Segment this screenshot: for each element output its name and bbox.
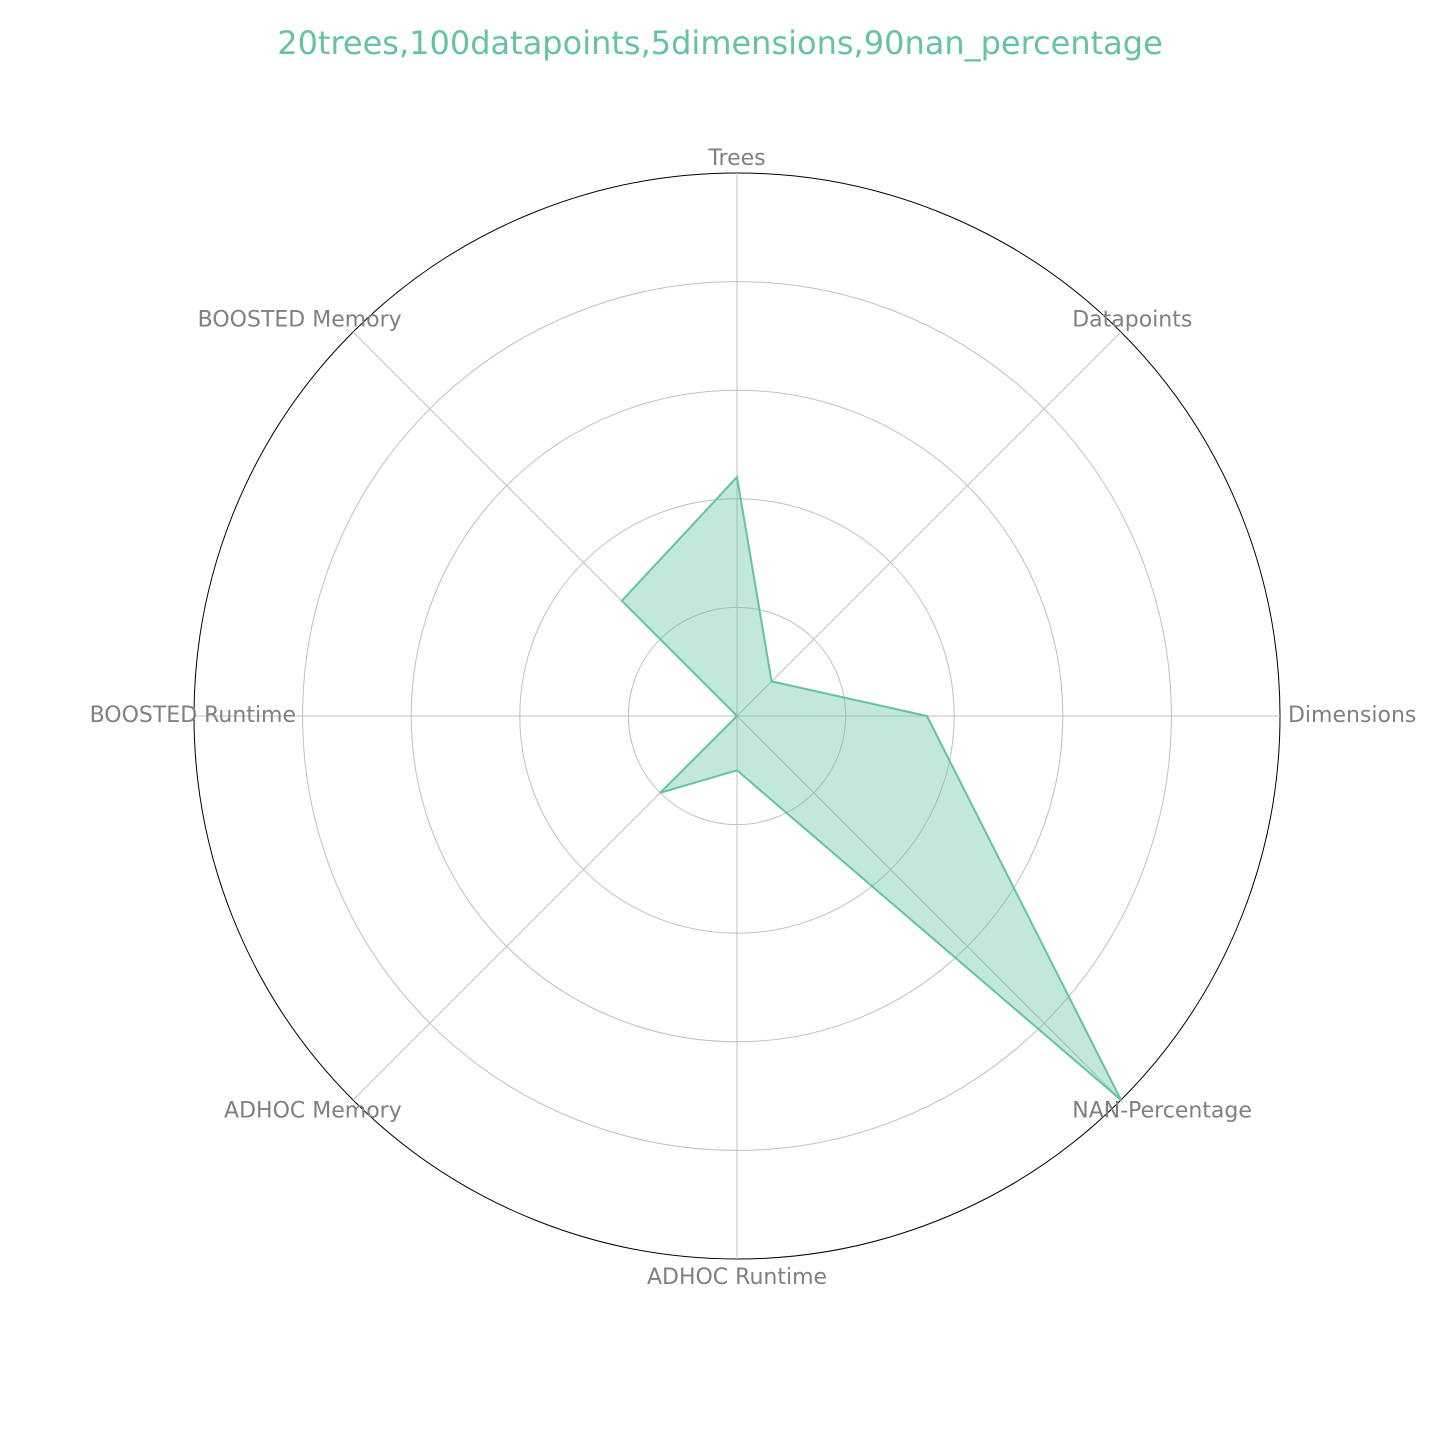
axis-label-datapoints: Datapoints bbox=[1072, 308, 1192, 333]
spoke-datapoints bbox=[736, 331, 1122, 717]
series-layer bbox=[620, 474, 1122, 1101]
spoke-nan-percentage bbox=[736, 715, 1122, 1101]
axis-label-boosted-memory: BOOSTED Memory bbox=[198, 308, 402, 333]
axis-label-nan-percentage: NAN-Percentage bbox=[1072, 1098, 1252, 1123]
chart-title: 20trees,100datapoints,5dimensions,90nan_… bbox=[277, 24, 1163, 62]
axis-label-boosted-runtime: BOOSTED Runtime bbox=[90, 703, 296, 728]
axis-label-trees: Trees bbox=[707, 146, 765, 171]
axis-labels: Trees Datapoints Dimensions NAN-Percentage A… bbox=[90, 146, 1417, 1290]
axis-label-dimensions: Dimensions bbox=[1288, 703, 1416, 728]
axis-label-adhoc-memory: ADHOC Memory bbox=[224, 1098, 402, 1123]
axis-label-adhoc-runtime: ADHOC Runtime bbox=[647, 1265, 827, 1290]
series-area-0 bbox=[620, 474, 1122, 1101]
grid-layer bbox=[193, 172, 1281, 1260]
